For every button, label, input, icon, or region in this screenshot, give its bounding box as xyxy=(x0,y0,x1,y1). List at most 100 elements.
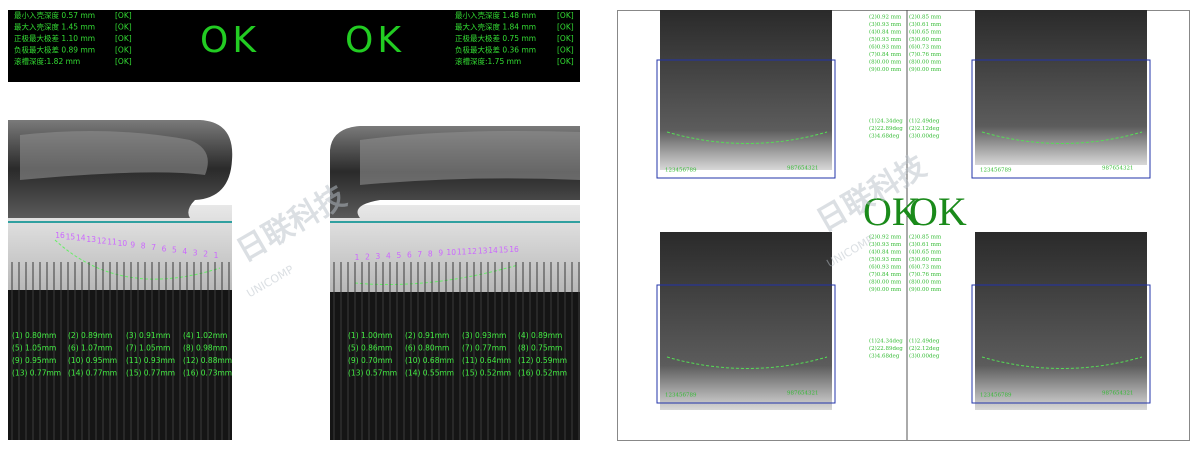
angle: (1)2.49deg xyxy=(909,338,940,345)
verdict: OK xyxy=(863,189,921,234)
electrode-number: 1 xyxy=(214,251,219,260)
angle: (2)2.12deg xyxy=(909,125,940,132)
electrode-number: 7 xyxy=(151,243,156,252)
angle: (3)0.00deg xyxy=(909,353,940,360)
measurement: (9) 0.95mm xyxy=(12,356,56,365)
electrode-numbers: 987654321 xyxy=(1102,166,1134,172)
measurement: (13) 0.77mm xyxy=(12,369,61,378)
electrode-number: 12 xyxy=(467,247,477,256)
electrode-numbers: 987654321 xyxy=(1102,391,1134,397)
electrode-number: 7 xyxy=(417,250,422,259)
electrode-numbers: 123456789 xyxy=(980,168,1012,174)
electrode-number: 13 xyxy=(86,235,96,244)
reading: (4)0.84 mm xyxy=(869,249,902,256)
roi-box xyxy=(656,284,836,404)
reading: (5)0.93 mm xyxy=(869,256,902,263)
result-status: [OK] xyxy=(115,34,132,43)
electrode-number: 6 xyxy=(162,244,167,253)
measurement: (8) 0.75mm xyxy=(518,344,562,353)
result-text: 最小入壳深度 0.57 mm xyxy=(14,10,95,20)
electrode-number: 5 xyxy=(396,251,401,260)
reading: (9)0.00 mm xyxy=(869,286,902,293)
result-status: [OK] xyxy=(557,46,574,55)
angle: (2)22.89deg xyxy=(869,345,903,352)
reading: (3)0.61 mm xyxy=(909,241,942,248)
measurement: (7) 1.05mm xyxy=(126,344,170,353)
reading: (9)0.00 mm xyxy=(909,286,942,293)
measurement: (14) 0.55mm xyxy=(405,369,454,378)
electrode-number: 14 xyxy=(76,234,86,243)
angle: (1)24.34deg xyxy=(869,338,903,345)
measurement: (3) 0.93mm xyxy=(462,331,506,340)
electrode-number: 3 xyxy=(376,252,381,261)
electrode-number: 10 xyxy=(118,239,128,248)
edge-curve xyxy=(666,131,828,144)
electrode-number: 16 xyxy=(509,245,519,254)
electrode-number: 11 xyxy=(107,238,117,247)
reading: (7)0.84 mm xyxy=(869,271,902,278)
electrode-numbers: 123456789 xyxy=(665,168,697,174)
measurement: (14) 0.77mm xyxy=(68,369,117,378)
measurement: (11) 0.64mm xyxy=(462,356,511,365)
result-text: 滚槽深度:1.82 mm xyxy=(14,56,80,66)
measurement: (16) 0.52mm xyxy=(518,369,567,378)
reading: (5)0.93 mm xyxy=(869,36,902,43)
roi-box xyxy=(971,284,1151,404)
angle: (2)2.12deg xyxy=(909,345,940,352)
result-status: [OK] xyxy=(557,11,574,20)
electrode-number: 2 xyxy=(203,250,208,259)
xray-column xyxy=(660,232,832,410)
reading: (6)0.93 mm xyxy=(869,44,902,51)
measurement: (7) 0.77mm xyxy=(462,344,506,353)
angle: (3)0.00deg xyxy=(909,133,940,140)
measurement: (5) 1.05mm xyxy=(12,344,56,353)
xray-column xyxy=(660,10,832,170)
measurement: (10) 0.68mm xyxy=(405,356,454,365)
roi-box xyxy=(971,59,1151,179)
measurement: (8) 0.98mm xyxy=(183,344,227,353)
measurement: (13) 0.57mm xyxy=(348,369,397,378)
electrode-number: 16 xyxy=(55,231,65,240)
result-text: 滚槽深度:1.75 mm xyxy=(455,56,521,66)
reading: (8)0.00 mm xyxy=(909,279,942,286)
reading: (2)0.85 mm xyxy=(909,234,942,241)
reading: (5)0.60 mm xyxy=(909,256,942,263)
measurement: (9) 0.70mm xyxy=(348,356,392,365)
edge-curve xyxy=(666,356,828,369)
reading: (3)0.93 mm xyxy=(869,241,902,248)
measurement: (1) 0.80mm xyxy=(12,331,56,340)
electrode-number: 5 xyxy=(172,246,177,255)
electrode-number: 1 xyxy=(355,253,360,262)
result-text: 负极最大极差 0.36 mm xyxy=(455,45,536,55)
electrode-number: 13 xyxy=(478,247,488,256)
electrode-number: 15 xyxy=(499,246,509,255)
electrode-numbers: 123456789 xyxy=(980,393,1012,399)
reading: (7)0.84 mm xyxy=(869,51,902,58)
result-text: 正极最大极差 0.75 mm xyxy=(455,33,536,43)
reading: (5)0.60 mm xyxy=(909,36,942,43)
reading: (8)0.00 mm xyxy=(869,59,902,66)
result-status: [OK] xyxy=(557,34,574,43)
reading: (6)0.93 mm xyxy=(869,264,902,271)
reading: (2)0.85 mm xyxy=(909,14,942,21)
result-text: 负极最大极差 0.89 mm xyxy=(14,45,95,55)
xray-column xyxy=(975,10,1147,165)
result-status: [OK] xyxy=(115,23,132,32)
measurement: (6) 0.80mm xyxy=(405,344,449,353)
reading: (4)0.65 mm xyxy=(909,29,942,36)
measurement: (4) 1.02mm xyxy=(183,331,227,340)
result-status: [OK] xyxy=(115,46,132,55)
electrode-number: 8 xyxy=(428,249,433,258)
xray-left xyxy=(8,120,233,440)
electrode-number: 9 xyxy=(438,249,443,258)
measurement: (2) 0.89mm xyxy=(68,331,112,340)
measurement: (3) 0.91mm xyxy=(126,331,170,340)
reading: (8)0.00 mm xyxy=(869,279,902,286)
result-text: 正极最大极差 1.10 mm xyxy=(14,33,95,43)
xray-column xyxy=(975,232,1147,410)
angle: (1)24.34deg xyxy=(869,118,903,125)
reading: (8)0.00 mm xyxy=(909,59,942,66)
electrode-number: 4 xyxy=(386,251,391,260)
electrode-numbers: 987654321 xyxy=(787,391,819,397)
